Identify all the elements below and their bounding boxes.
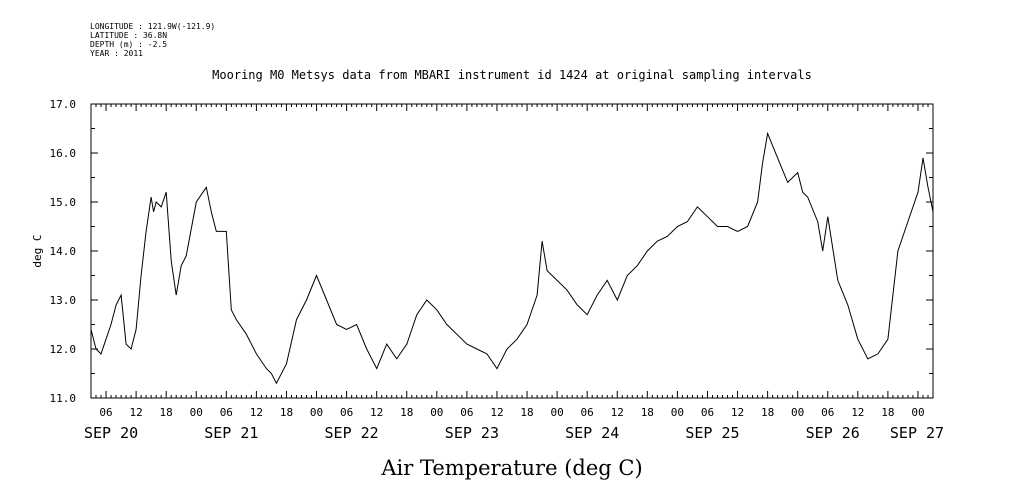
y-tick-label: 13.0	[50, 294, 77, 307]
x-tick-label: 18	[400, 406, 413, 419]
x-tick-label: 12	[490, 406, 503, 419]
day-label: SEP 21	[204, 424, 258, 442]
x-tick-label: 06	[460, 406, 473, 419]
chart-title: Mooring M0 Metsys data from MBARI instru…	[212, 68, 812, 82]
axes: 06 12 18 00 06 12 18 00 06 12 18 00 06 12 18 00 06 12 18 00…	[50, 98, 945, 442]
x-tick-label: 12	[611, 406, 624, 419]
day-label: SEP 25	[685, 424, 739, 442]
x-tick-label: 18	[280, 406, 293, 419]
x-tick-label: 18	[881, 406, 894, 419]
x-tick-label: 06	[340, 406, 353, 419]
y-tick-label: 12.0	[50, 343, 77, 356]
x-tick-label: 00	[190, 406, 203, 419]
x-tick-label: 00	[911, 406, 924, 419]
x-tick-label: 18	[761, 406, 774, 419]
x-tick-label: 06	[220, 406, 233, 419]
plot-frame	[90, 103, 934, 399]
x-tick-label: 12	[370, 406, 383, 419]
day-label: SEP 23	[445, 424, 499, 442]
x-tick-label: 00	[430, 406, 443, 419]
depth-label: DEPTH (m) : -2.5	[90, 40, 167, 49]
y-axis-label: deg C	[31, 234, 44, 267]
day-label: SEP 24	[565, 424, 619, 442]
latitude-label: LATITUDE : 36.8N	[90, 31, 167, 40]
x-tick-label: 06	[99, 406, 112, 419]
x-tick-label: 00	[791, 406, 804, 419]
day-label: SEP 22	[325, 424, 379, 442]
y-tick-label: 14.0	[50, 245, 77, 258]
x-tick-label: 12	[250, 406, 263, 419]
x-tick-label: 06	[581, 406, 594, 419]
x-tick-label: 18	[520, 406, 533, 419]
longitude-label: LONGITUDE : 121.9W(-121.9)	[90, 22, 215, 31]
x-tick-label: 12	[129, 406, 142, 419]
x-tick-label: 18	[160, 406, 173, 419]
day-label: SEP 20	[84, 424, 138, 442]
x-tick-label: 06	[821, 406, 834, 419]
y-tick-label: 11.0	[50, 392, 77, 405]
x-tick-label: 12	[851, 406, 864, 419]
x-tick-label: 00	[671, 406, 684, 419]
series-line	[90, 131, 934, 385]
y-tick-label: 16.0	[50, 147, 77, 160]
y-tick-label: 17.0	[50, 98, 77, 111]
x-tick-label: 18	[641, 406, 654, 419]
day-label: SEP 26	[806, 424, 860, 442]
y-tick-label: 15.0	[50, 196, 77, 209]
x-tick-label: 06	[701, 406, 714, 419]
x-axis-label: Air Temperature (deg C)	[380, 456, 642, 480]
day-label: SEP 27	[890, 424, 944, 442]
x-tick-label: 12	[731, 406, 744, 419]
x-tick-label: 00	[550, 406, 563, 419]
x-tick-label: 00	[310, 406, 323, 419]
year-label: YEAR : 2011	[90, 49, 143, 58]
